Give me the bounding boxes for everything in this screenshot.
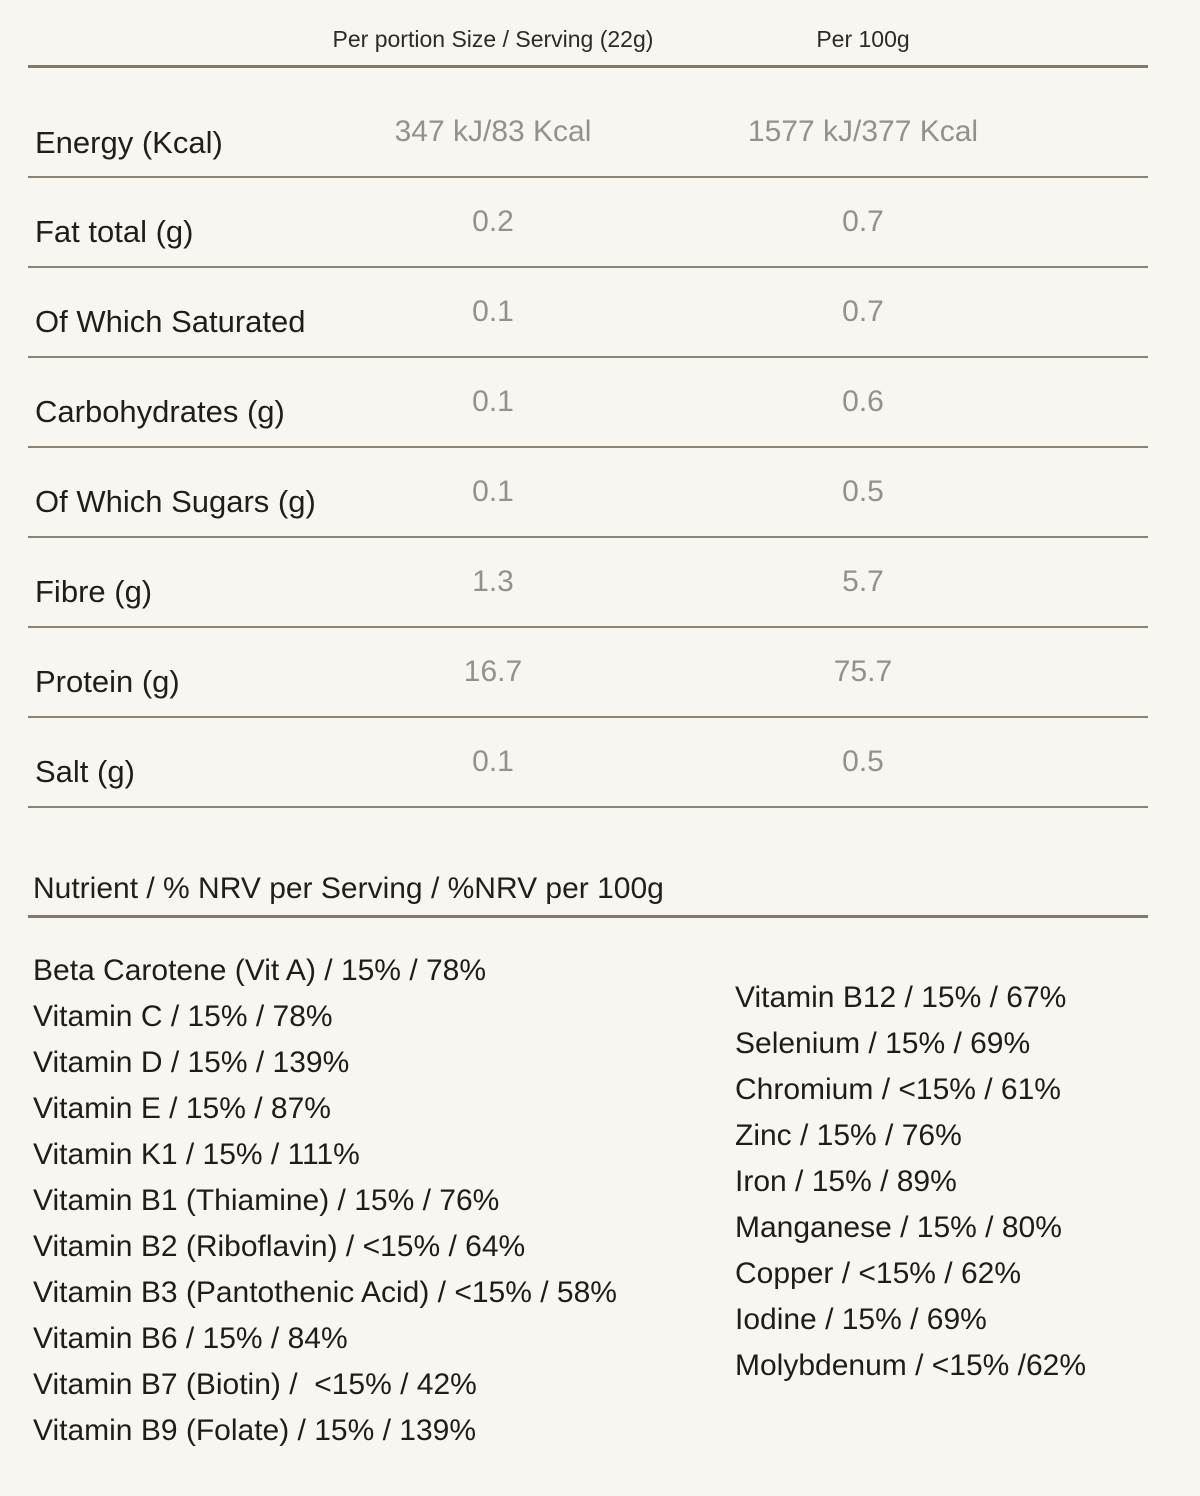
row-label: Fat total (g): [35, 214, 194, 249]
nrv-list-left: Beta Carotene (Vit A) / 15% / 78% Vitami…: [33, 948, 1148, 1454]
row-value-per-100g: 5.7: [842, 565, 884, 598]
nrv-item: Copper / <15% / 62%: [735, 1257, 1022, 1290]
table-row: Salt (g) 0.1 0.5: [28, 718, 1148, 808]
nrv-columns: Beta Carotene (Vit A) / 15% / 78% Vitami…: [28, 948, 1148, 1454]
nrv-item: Molybdenum / <15% /62%: [735, 1349, 1087, 1382]
row-label: Fibre (g): [35, 574, 153, 609]
nutrition-panel: Per portion Size / Serving (22g) Per 100…: [28, 0, 1148, 1454]
row-value-per-100g: 0.7: [842, 205, 884, 238]
row-value-per-serving: 0.1: [472, 745, 514, 778]
nrv-item: Vitamin B3 (Pantothenic Acid) / <15% / 5…: [33, 1276, 617, 1309]
row-value-per-100g: 0.7: [842, 295, 884, 328]
nrv-item: Chromium / <15% / 61%: [735, 1073, 1061, 1106]
row-value-per-serving: 16.7: [463, 655, 523, 688]
nrv-item: Zinc / 15% / 76%: [735, 1119, 962, 1152]
nrv-item: Manganese / 15% / 80%: [735, 1211, 1062, 1244]
row-value-per-100g: 0.6: [842, 385, 884, 418]
nrv-item: Vitamin D / 15% / 139%: [33, 1046, 350, 1079]
column-header-per-100g: Per 100g: [816, 26, 910, 52]
nrv-divider-line: [28, 915, 1148, 918]
row-label: Salt (g): [35, 754, 135, 789]
nrv-item: Vitamin B6 / 15% / 84%: [33, 1322, 348, 1355]
row-value-per-100g: 0.5: [842, 475, 884, 508]
row-label: Of Which Saturated: [35, 304, 306, 339]
nrv-item: Vitamin B9 (Folate) / 15% / 139%: [33, 1414, 476, 1447]
nrv-item: Vitamin K1 / 15% / 111%: [33, 1138, 360, 1171]
row-value-per-100g: 75.7: [833, 655, 893, 688]
row-value-per-serving: 0.1: [472, 295, 514, 328]
nrv-item: Vitamin B7 (Biotin) / <15% / 42%: [33, 1368, 477, 1401]
table-row: Protein (g) 16.7 75.7: [28, 628, 1148, 718]
row-value-per-serving: 0.2: [472, 205, 514, 238]
nrv-item: Iron / 15% / 89%: [735, 1165, 957, 1198]
nrv-item: Iodine / 15% / 69%: [735, 1303, 987, 1336]
table-row: Fat total (g) 0.2 0.7: [28, 178, 1148, 268]
row-value-per-serving: 0.1: [472, 385, 514, 418]
row-label: Carbohydrates (g): [35, 394, 285, 429]
header-empty-cell: [28, 26, 318, 65]
row-label: Energy (Kcal): [35, 125, 223, 160]
nrv-item: Vitamin B2 (Riboflavin) / <15% / 64%: [33, 1230, 526, 1263]
nrv-item: Vitamin C / 15% / 78%: [33, 1000, 333, 1033]
nrv-item: Vitamin B1 (Thiamine) / 15% / 76%: [33, 1184, 500, 1217]
row-value-per-100g: 0.5: [842, 745, 884, 778]
table-row: Fibre (g) 1.3 5.7: [28, 538, 1148, 628]
nrv-item: Beta Carotene (Vit A) / 15% / 78%: [33, 954, 487, 987]
nrv-item: Vitamin B12 / 15% / 67%: [735, 981, 1067, 1014]
row-label: Protein (g): [35, 664, 180, 699]
row-value-per-serving: 347 kJ/83 Kcal: [394, 115, 592, 148]
table-row: Of Which Saturated 0.1 0.7: [28, 268, 1148, 358]
table-header-row: Per portion Size / Serving (22g) Per 100…: [28, 0, 1148, 65]
column-header-per-serving: Per portion Size / Serving (22g): [332, 26, 654, 52]
table-row: Of Which Sugars (g) 0.1 0.5: [28, 448, 1148, 538]
nrv-item: Vitamin E / 15% / 87%: [33, 1092, 331, 1125]
table-row: Carbohydrates (g) 0.1 0.6: [28, 358, 1148, 448]
header-divider-line: [28, 65, 1148, 68]
row-value-per-serving: 1.3: [472, 565, 514, 598]
row-label: Of Which Sugars (g): [35, 484, 316, 519]
nrv-section-title: Nutrient / % NRV per Serving / %NRV per …: [33, 872, 664, 905]
row-value-per-serving: 0.1: [472, 475, 514, 508]
nrv-item: Selenium / 15% / 69%: [735, 1027, 1031, 1060]
table-row: Energy (Kcal) 347 kJ/83 Kcal 1577 kJ/377…: [28, 68, 1148, 178]
nrv-list-right: Vitamin B12 / 15% / 67% Selenium / 15% /…: [735, 975, 1086, 1389]
nutrition-table: Energy (Kcal) 347 kJ/83 Kcal 1577 kJ/377…: [28, 68, 1148, 808]
row-value-per-100g: 1577 kJ/377 Kcal: [747, 115, 979, 148]
